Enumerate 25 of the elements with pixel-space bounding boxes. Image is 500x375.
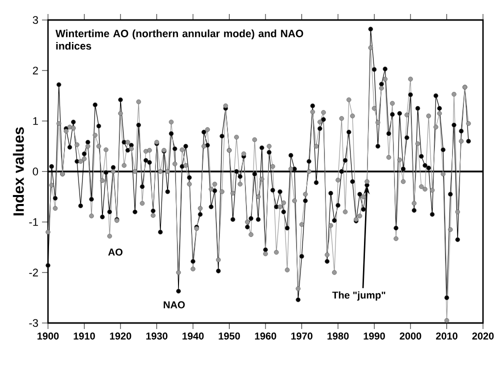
x-tick-label: 1960 [255,332,276,340]
series-label: NAO [164,301,185,308]
y-tick-label: -2 [29,268,38,276]
y-tick-label: -1 [29,218,38,226]
x-tick-label: 1950 [218,332,240,340]
y-tick-label: 2 [32,66,38,74]
annotation: The "jump" [332,291,386,301]
x-tick-label: 2000 [400,332,422,340]
y-tick-label: 3 [32,16,38,24]
x-tick-label: 1920 [110,332,132,340]
x-tick-label: 1990 [364,332,385,340]
y-tick-label: -3 [29,319,38,327]
y-tick-label: 0 [32,168,38,176]
x-tick-label: 1980 [328,332,349,340]
series-label: AO [108,248,122,256]
x-tick-label: 2020 [472,332,494,340]
x-tick-label: 2010 [436,332,458,340]
y-tick-label: 1 [33,117,38,125]
y-axis-title: Index values [12,127,24,216]
x-tick-label: 1930 [146,332,168,340]
x-tick-label: 1910 [74,332,95,340]
x-tick-label: 1940 [182,332,204,340]
x-tick-label: 1970 [291,332,312,340]
x-tick-label: 1900 [38,332,59,340]
text: Wintertime AO (northern annular mode) and NAO indices [56,30,304,50]
